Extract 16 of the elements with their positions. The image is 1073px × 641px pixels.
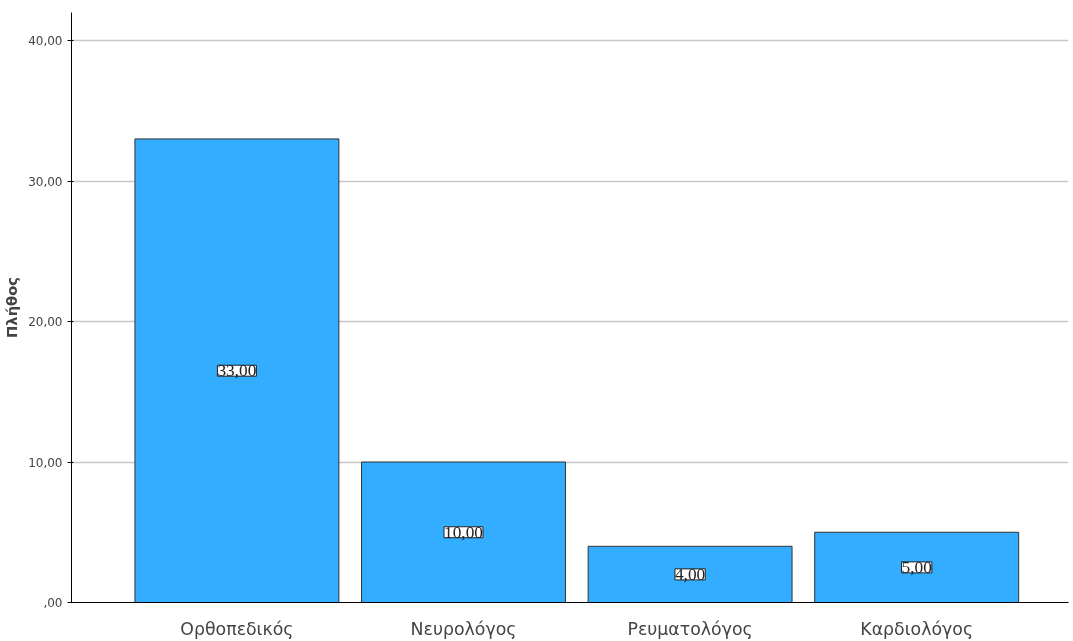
y-tick-label: 40,00 [28, 34, 63, 49]
y-tick-label: ,00 [43, 596, 63, 610]
data-label: 10,00 [444, 522, 484, 542]
bar [361, 461, 566, 603]
y-tick-label: 20,00 [28, 315, 63, 330]
bar [814, 531, 1020, 603]
bar [587, 545, 793, 603]
x-tick-label: Νευρολόγος [410, 618, 517, 639]
x-tick-label: Ρευματολόγος [627, 618, 753, 639]
y-axis-title: Πλήθος [3, 277, 21, 338]
y-tick-label: 30,00 [28, 174, 63, 189]
data-label: 33,00 [217, 361, 257, 381]
x-tick-label: Ορθοπεδικός [180, 618, 294, 639]
bar [134, 138, 340, 603]
x-tick-label: Καρδιολόγος [860, 618, 974, 639]
y-tick-label: 10,00 [28, 455, 63, 470]
